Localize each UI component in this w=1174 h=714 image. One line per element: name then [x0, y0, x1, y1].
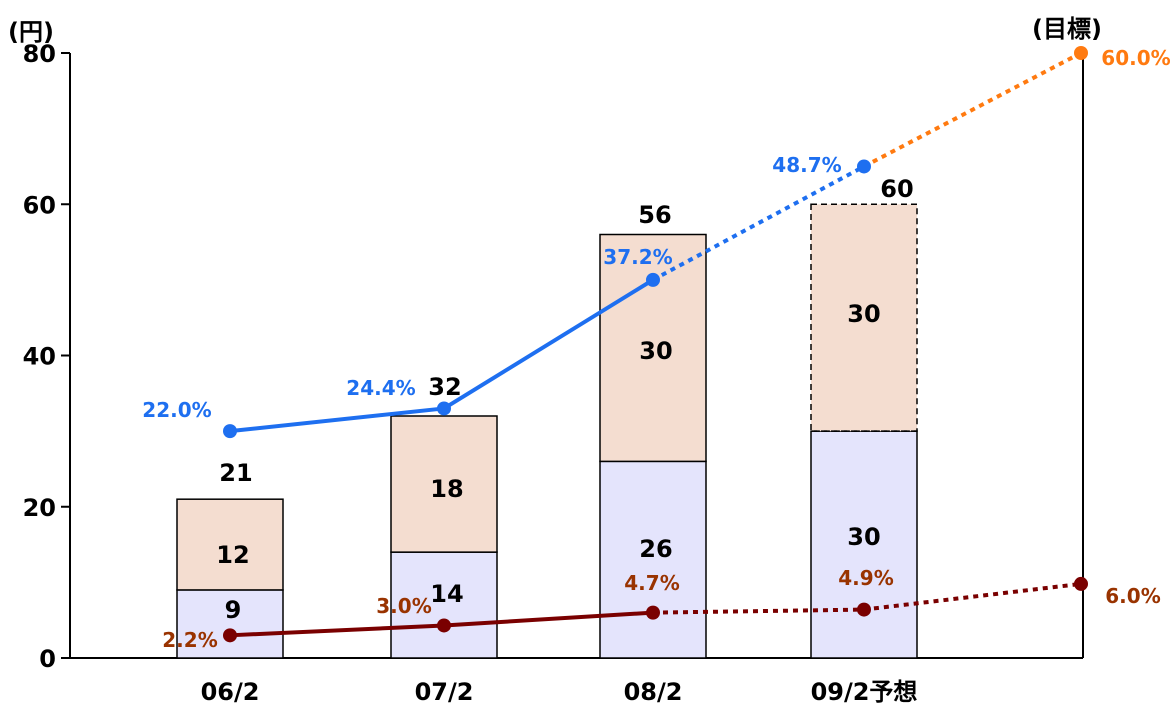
line-point — [857, 159, 871, 174]
line-point — [1074, 46, 1088, 60]
line-value-label: 2.2% — [162, 628, 217, 652]
line-point — [437, 401, 451, 416]
line-value-label: 4.7% — [624, 571, 679, 595]
bar-lower-value-label: 30 — [847, 523, 880, 551]
line-segment — [229, 406, 445, 434]
line-point — [223, 424, 237, 439]
bar-total-label: 32 — [428, 373, 461, 401]
bar-segment-lower — [810, 430, 918, 659]
bar-lower-value-label: 14 — [430, 580, 463, 608]
bar-total-label: 56 — [638, 201, 671, 229]
y-unit-label: (円) — [8, 18, 54, 46]
bar-lower-value-label: 9 — [225, 596, 242, 624]
line-point — [857, 602, 871, 617]
line-value-label: 48.7% — [772, 153, 841, 177]
bar-total-label: 21 — [219, 459, 252, 487]
y-tick-label: 60 — [23, 191, 56, 219]
bar-upper-value-label: 30 — [639, 337, 672, 365]
line-segment — [442, 278, 655, 411]
line-value-label: 24.4% — [346, 376, 415, 400]
line-segment — [443, 610, 654, 628]
bar-upper-value-label: 18 — [430, 475, 463, 503]
x-category-label: 07/2 — [415, 678, 474, 706]
line-segment — [863, 51, 1082, 169]
bar-upper-value-label: 30 — [847, 300, 880, 328]
line-point — [646, 272, 660, 287]
bar-segment-upper — [810, 203, 918, 432]
line-value-label: 4.9% — [838, 566, 893, 590]
bar-segment-lower — [176, 589, 284, 659]
bar-segment-upper — [176, 498, 284, 591]
x-category-label: 08/2 — [624, 678, 683, 706]
line-value-label: 60.0% — [1101, 46, 1170, 70]
bar-lower-value-label: 26 — [639, 535, 672, 563]
line-point — [437, 618, 451, 633]
y-tick-label: 0 — [39, 645, 56, 673]
bar-segment-upper — [599, 233, 707, 463]
bar-upper-value-label: 12 — [216, 541, 249, 569]
y-tick-label: 20 — [23, 494, 56, 522]
bar-segment-lower — [599, 460, 707, 659]
line-value-label: 22.0% — [142, 398, 211, 422]
line-point — [1074, 576, 1088, 591]
y-tick-label: 80 — [23, 40, 56, 68]
bar-total-label: 60 — [880, 175, 913, 203]
line-point — [223, 628, 237, 643]
x-category-label: 06/2 — [201, 678, 260, 706]
line-segment — [863, 581, 1082, 612]
line-point — [646, 605, 660, 620]
line-segment — [229, 623, 445, 638]
line-value-label: 37.2% — [603, 245, 672, 269]
target-note: (目標) — [1032, 15, 1102, 43]
line-value-label: 3.0% — [376, 594, 431, 618]
x-category-label: 09/2予想 — [811, 678, 918, 706]
bar-segment-lower — [390, 551, 498, 659]
y-tick-label: 40 — [23, 343, 56, 371]
line-value-label: 6.0% — [1105, 584, 1160, 608]
bar-segment-upper — [390, 415, 498, 553]
